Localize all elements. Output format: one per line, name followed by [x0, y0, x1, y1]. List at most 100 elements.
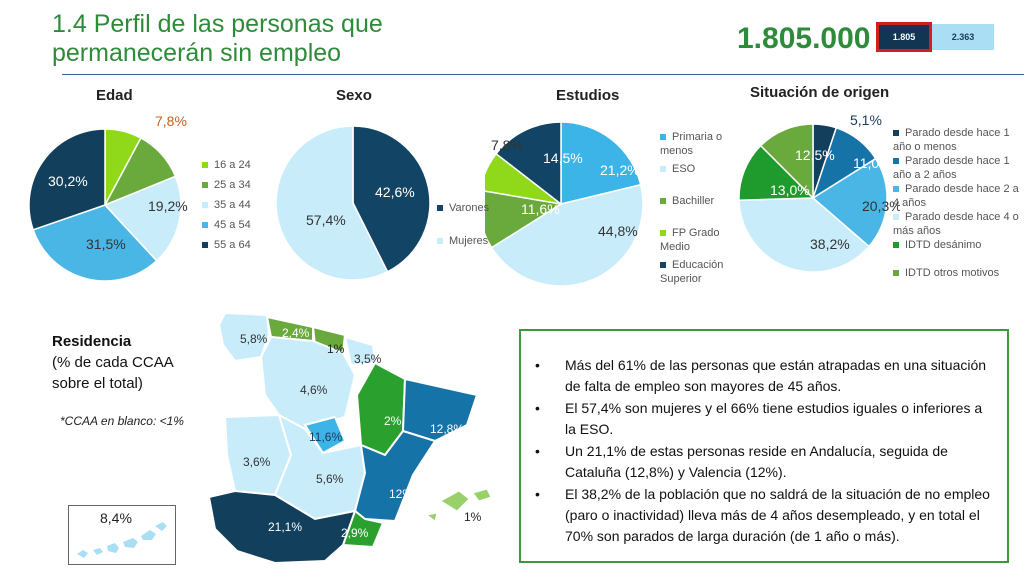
- residencia-title: Residencia: [52, 333, 132, 350]
- pie-data-label: 20,3%: [862, 198, 900, 214]
- pie-slice: [352, 125, 431, 273]
- legend-label: IDTD otros motivos: [905, 267, 1000, 279]
- pie-slice: [738, 144, 815, 201]
- pie-data-label: 14,5%: [543, 150, 583, 166]
- canarias-map: [77, 522, 167, 558]
- map-label-castilla-mancha: 5,6%: [316, 472, 344, 486]
- map-label-murcia: 2,9%: [341, 526, 369, 540]
- map-label-extremadura: 3,6%: [243, 455, 271, 469]
- legend-entry: 35 a 44: [202, 198, 272, 212]
- total-chip-alt[interactable]: 2.363: [932, 24, 994, 50]
- summary-box: Más del 61% de las personas que están at…: [519, 329, 1009, 563]
- region-baleares: [425, 488, 492, 522]
- legend-label: FP Grado Medio: [660, 227, 720, 253]
- spain-map: [207, 311, 492, 565]
- legend-edad: 16 a 24 25 a 34 35 a 44 45 a 54 55 a 64: [202, 158, 272, 258]
- legend-label: 25 a 34: [214, 179, 251, 191]
- map-label-madrid: 11,6%: [309, 430, 343, 444]
- legend-label: 16 a 24: [214, 159, 251, 171]
- legend-label: 45 a 54: [214, 219, 251, 231]
- legend-entry: ESO: [660, 162, 740, 176]
- residencia-subtitle-1: (% de cada CCAA: [52, 354, 174, 371]
- headline-total: 1.805.000: [737, 22, 871, 55]
- map-label-castilla-leon: 4,6%: [300, 383, 328, 397]
- legend-label: Parado desde hace 2 a 4 años: [893, 183, 1019, 209]
- pie-slice: [28, 128, 106, 231]
- chart-title-edad: Edad: [96, 87, 133, 104]
- pie-chart-estudios: 21,2% 44,8% 11,6% 7,8% 14,5%: [485, 121, 644, 287]
- legend-entry: 25 a 34: [202, 178, 272, 192]
- legend-swatch: [660, 230, 666, 237]
- legend-entry: IDTD desánimo: [893, 238, 1021, 252]
- legend-label: IDTD desánimo: [905, 239, 982, 251]
- pie-data-label: 31,5%: [86, 236, 126, 252]
- map-label-asturias: 2,4%: [282, 326, 310, 340]
- map-label-andalucia: 21,1%: [268, 520, 303, 534]
- pie-slice: [495, 121, 562, 206]
- legend-situacion: Parado desde hace 1 año o menos Parado de…: [893, 126, 1021, 286]
- summary-bullet-2: El 57,4% son mujeres y el 66% tiene estu…: [535, 398, 991, 440]
- map-label-cantabria: 1%: [327, 342, 345, 356]
- canarias-inset: [68, 505, 176, 565]
- legend-entry: Parado desde hace 1 año a 2 años: [893, 154, 1021, 182]
- pie-data-label: 19,2%: [148, 198, 188, 214]
- pie-data-label: 44,8%: [598, 223, 638, 239]
- legend-entry: 16 a 24: [202, 158, 272, 172]
- pie-slice: [490, 183, 644, 287]
- legend-entry: Parado desde hace 2 a 4 años: [893, 182, 1021, 210]
- pie-data-label: 30,2%: [48, 173, 88, 189]
- pie-data-label: 11,0%: [853, 155, 892, 171]
- pie-data-label: 11,6%: [521, 201, 560, 217]
- legend-label: Parado desde hace 4 o más años: [893, 211, 1019, 237]
- pie-data-label: 7,8%: [155, 113, 187, 129]
- legend-swatch: [202, 242, 208, 249]
- legend-entry: 55 a 64: [202, 238, 272, 252]
- legend-entry: Varones: [437, 201, 497, 215]
- legend-label: Bachiller: [672, 195, 715, 207]
- legend-swatch: [202, 182, 208, 189]
- legend-label: 35 a 44: [214, 199, 251, 211]
- summary-bullet-1: Más del 61% de las personas que están at…: [535, 355, 991, 397]
- chart-title-situacion: Situación de origen: [750, 84, 890, 101]
- legend-swatch: [202, 222, 208, 229]
- legend-label: Varones: [449, 202, 490, 214]
- summary-bullet-4: El 38,2% de la población que no saldrá d…: [535, 484, 991, 547]
- pie-slice: [560, 121, 642, 205]
- pie-data-label: 42,6%: [375, 184, 415, 200]
- header-divider: [62, 74, 1024, 75]
- map-label-galicia: 5,8%: [240, 332, 268, 346]
- map-label-canarias: 8,4%: [100, 510, 132, 526]
- residencia-title-block: Residencia (% de cada CCAA sobre el tota…: [52, 331, 174, 394]
- legend-entry: Primaria o menos: [660, 130, 740, 158]
- legend-entry: Educación Superior: [660, 258, 740, 286]
- total-chip-selected[interactable]: 1.805: [876, 22, 932, 52]
- legend-swatch: [893, 242, 899, 249]
- legend-sexo: Varones Mujeres: [437, 201, 497, 251]
- pie-slice: [738, 197, 870, 273]
- legend-swatch: [202, 202, 208, 209]
- region-valencia: [353, 429, 437, 523]
- legend-swatch: [893, 214, 899, 221]
- legend-label: ESO: [672, 163, 696, 175]
- legend-swatch: [202, 162, 208, 169]
- pie-slice: [103, 175, 182, 262]
- legend-label: Parado desde hace 1 año a 2 años: [893, 155, 1010, 181]
- pie-data-label: 7,8%: [491, 137, 523, 153]
- pie-chart-situacion: 5,1% 11,0% 20,3% 38,2% 13,0% 12,5%: [738, 112, 900, 273]
- map-label-valencia: 12%: [389, 487, 414, 501]
- pie-data-label: 12,5%: [795, 147, 835, 163]
- legend-label: Primaria o menos: [660, 131, 723, 157]
- legend-estudios: Primaria o menos ESO Bachiller FP Grado Med…: [660, 130, 740, 290]
- map-label-baleares: 1%: [464, 510, 482, 524]
- legend-swatch: [893, 270, 899, 277]
- summary-bullet-3: Un 21,1% de estas personas reside en And…: [535, 441, 991, 483]
- legend-entry: IDTD otros motivos: [893, 266, 1021, 280]
- legend-entry: FP Grado Medio: [660, 226, 740, 254]
- pie-data-label: 13,0%: [770, 182, 810, 198]
- pie-chart-sexo: 42,6% 57,4%: [275, 125, 431, 281]
- legend-entry: 45 a 54: [202, 218, 272, 232]
- legend-swatch: [660, 198, 666, 205]
- legend-entry: Mujeres: [437, 234, 497, 248]
- pie-data-label: 21,2%: [600, 162, 640, 178]
- legend-entry: Parado desde hace 1 año o menos: [893, 126, 1021, 154]
